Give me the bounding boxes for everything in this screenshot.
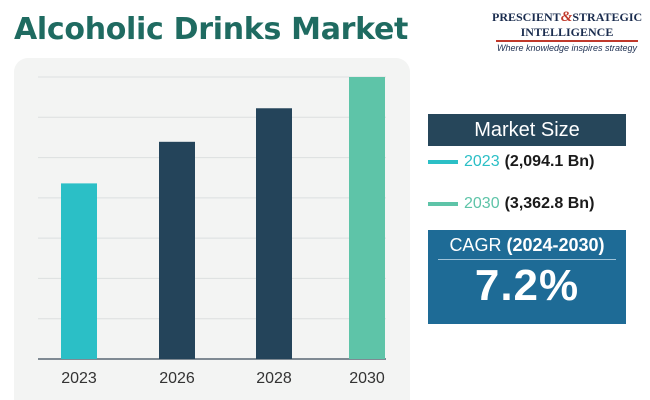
market-size-header: Market Size [428, 114, 626, 146]
bar-chart: 2023 2026 2028 2030 [38, 76, 386, 387]
chart-panel: 2023 2026 2028 2030 [14, 58, 410, 400]
legend-year: 2023 [464, 153, 500, 170]
legend-year: 2030 [464, 195, 500, 212]
legend-value: (2,094.1 Bn) [504, 153, 595, 170]
bar-2030 [349, 77, 385, 359]
bar-2026 [159, 141, 195, 359]
x-tick-label: 2028 [256, 370, 292, 387]
legend-value: (3,362.8 Bn) [504, 195, 595, 212]
cagr-box: CAGR (2024-2030) 7.2% [428, 230, 626, 324]
x-tick-label: 2026 [159, 370, 195, 387]
legend-swatch [428, 202, 458, 206]
legend-entry-2023: 2023 (2,094.1 Bn) [428, 153, 594, 171]
chart-title: Alcoholic Drinks Market [14, 12, 409, 47]
cagr-divider [438, 259, 616, 260]
legend-entry-2030: 2030 (3,362.8 Bn) [428, 195, 594, 213]
company-logo: PRESCIENT&STRATEGIC INTELLIGENCE Where k… [492, 9, 643, 54]
bar-2028 [256, 108, 292, 360]
x-tick-label: 2030 [349, 370, 385, 387]
bar-2023 [61, 183, 97, 359]
logo-line-2: INTELLIGENCE [520, 24, 614, 39]
x-tick-label: 2023 [61, 370, 97, 387]
cagr-label: CAGR (2024-2030) [449, 235, 605, 255]
logo-tagline: Where knowledge inspires strategy [496, 43, 638, 54]
logo-divider [496, 40, 638, 43]
logo-line-1: PRESCIENT&STRATEGIC [492, 9, 643, 25]
cagr-value: 7.2% [474, 261, 580, 310]
legend-swatch [428, 160, 458, 164]
